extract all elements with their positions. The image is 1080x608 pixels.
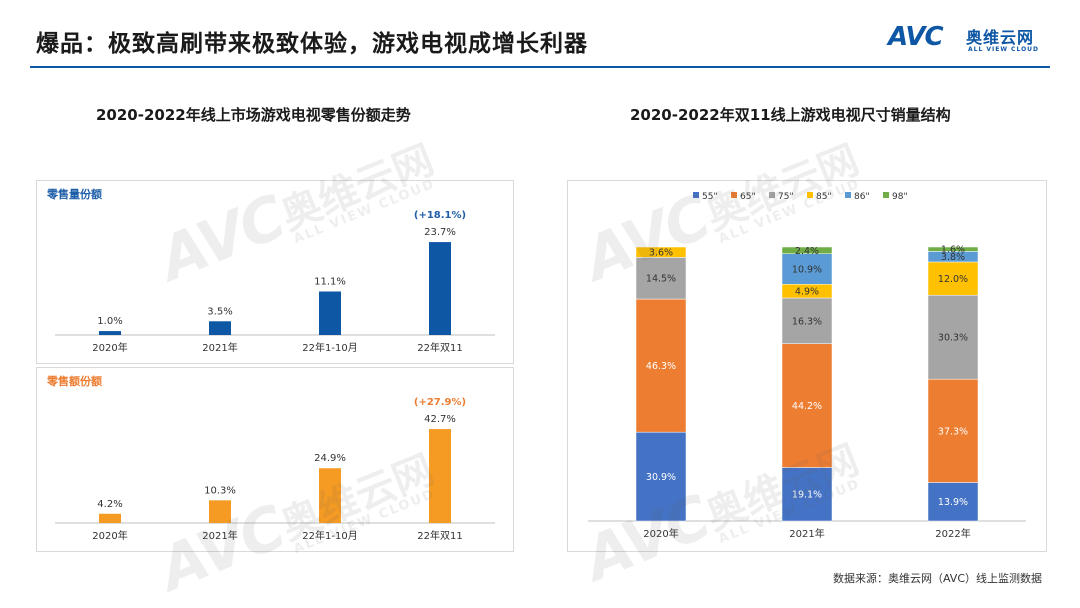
volume-x-tick-label: 22年1-10月 [302,341,357,354]
value-share-chart: 零售额份额 4.2% 2020年 10.3% 2021年 24.9% 22年1-10月 42.… [46,374,495,542]
value-value-label: 42.7% [424,414,456,425]
volume-share-panel: 零售量份额 1.0% 2020年 3.5% 2021年 11.1% 22年1-10月 23.7… [36,180,514,364]
volume-x-tick-label: 2020年 [92,341,127,354]
volume-value-label: 11.1% [314,276,346,287]
volume-bar [99,331,121,335]
value-growth-annotation: (+27.9%) [414,397,466,408]
value-bar [429,429,451,523]
volume-share-chart: 零售量份额 1.0% 2020年 3.5% 2021年 11.1% 22年1-10月 23.7… [46,187,495,354]
volume-bar [209,321,231,335]
legend-label: 86" [854,192,870,202]
value-bar [319,468,341,523]
legend-label: 65" [740,192,756,202]
segment-value-label: 37.3% [938,426,968,437]
size-x-tick-label: 2021年 [789,527,824,540]
segment-value-label: 1.6% [941,245,965,256]
legend-label: 85" [816,192,832,202]
stacked-segment [927,294,979,380]
logo-mark: AVC [888,22,944,52]
segment-value-label: 4.9% [795,287,819,298]
volume-bar [319,291,341,335]
header: 爆品：极致高刷带来极致体验，游戏电视成增长利器 AVC 奥维云网 ALL VIE… [0,0,1080,70]
size-structure-chart: 55" 65" 75" 85" 86" 98" 30.9% 46.3% 14.5% 3.6% 202… [588,192,1026,540]
stacked-segment [927,482,979,522]
volume-x-tick-label: 22年双11 [417,341,462,354]
value-bar [99,513,121,523]
value-x-tick-label: 2021年 [202,529,237,542]
segment-value-label: 3.6% [649,248,673,259]
volume-bar [429,242,451,335]
segment-value-label: 30.3% [938,333,968,344]
volume-growth-annotation: (+18.1%) [414,210,466,221]
stacked-segment [927,261,979,296]
volume-value-label: 1.0% [97,316,122,327]
logo-cn-text: 奥维云网 [966,28,1035,47]
volume-panel-label: 零售量份额 [46,187,102,201]
legend-label: 55" [702,192,718,202]
header-divider [30,66,1050,68]
segment-value-label: 30.9% [646,472,676,483]
logo-en-text: ALL VIEW CLOUD [968,46,1040,53]
size-x-tick-label: 2022年 [935,527,970,540]
value-value-label: 10.3% [204,485,236,496]
stacked-segment [635,431,687,522]
legend-label: 75" [778,192,794,202]
segment-value-label: 13.9% [938,497,968,508]
volume-x-tick-label: 2021年 [202,341,237,354]
stacked-segment [781,467,833,522]
right-chart-title: 2020-2022年双11线上游戏电视尺寸销量结构 [630,106,951,124]
legend-swatch [883,192,889,198]
segment-value-label: 16.3% [792,316,822,327]
segment-value-label: 44.2% [792,401,822,412]
legend-swatch [845,192,851,198]
segment-value-label: 3.8% [941,252,965,263]
value-value-label: 24.9% [314,453,346,464]
stacked-segment [927,246,979,252]
stacked-segment [635,257,687,300]
value-x-tick-label: 22年双11 [417,529,462,542]
segment-value-label: 19.1% [792,490,822,501]
avc-logo: AVC 奥维云网 ALL VIEW CLOUD [888,22,1058,62]
stacked-segment [781,297,833,344]
segment-value-label: 12.0% [938,274,968,285]
stacked-segment [781,343,833,468]
segment-value-label: 2.4% [795,246,819,257]
data-source-note: 数据来源：奥维云网（AVC）线上监测数据 [832,572,1042,585]
legend-swatch [693,192,699,198]
segment-value-label: 10.9% [792,264,822,275]
segment-value-label: 14.5% [646,274,676,285]
volume-value-label: 3.5% [207,306,232,317]
legend-swatch [807,192,813,198]
value-value-label: 4.2% [97,499,122,510]
size-structure-panel: 55" 65" 75" 85" 86" 98" 30.9% 46.3% 14.5% 3.6% 202… [567,180,1047,552]
stacked-segment [781,246,833,254]
size-x-tick-label: 2020年 [643,527,678,540]
stacked-segment [927,378,979,483]
stacked-segment [635,246,687,258]
value-bar [209,500,231,523]
legend-swatch [731,192,737,198]
left-chart-title: 2020-2022年线上市场游戏电视零售份额走势 [96,106,411,124]
value-x-tick-label: 2020年 [92,529,127,542]
segment-value-label: 46.3% [646,361,676,372]
legend-swatch [769,192,775,198]
page-title: 爆品：极致高刷带来极致体验，游戏电视成增长利器 [36,31,588,57]
legend-label: 98" [892,192,908,202]
volume-value-label: 23.7% [424,227,456,238]
value-share-panel: 零售额份额 4.2% 2020年 10.3% 2021年 24.9% 22年1-10月 42.… [36,367,514,552]
value-panel-label: 零售额份额 [46,374,102,388]
stacked-segment [781,253,833,285]
value-x-tick-label: 22年1-10月 [302,529,357,542]
